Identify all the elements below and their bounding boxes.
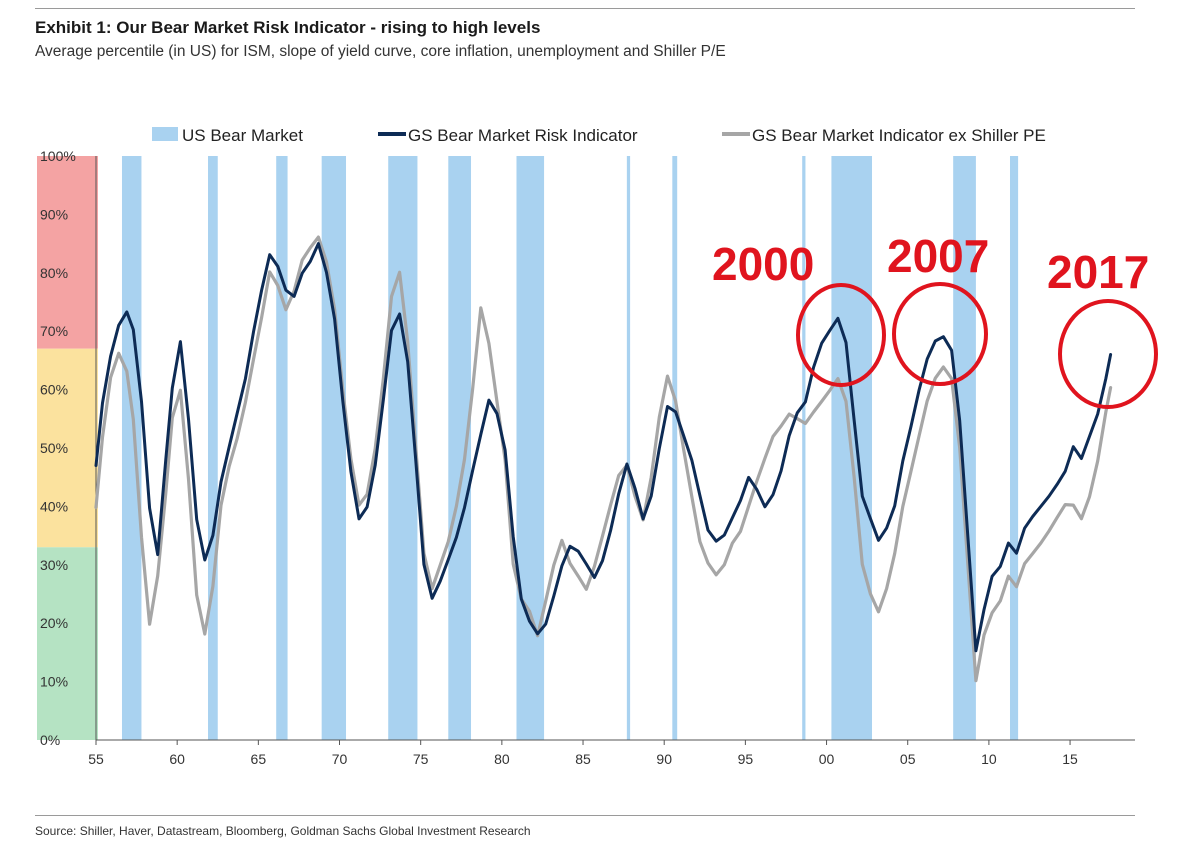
bottom-rule: [35, 815, 1135, 816]
ex-shiller-pe-line: [94, 235, 1113, 683]
y-tick-label: 10%: [40, 674, 68, 690]
annotations: 2000 2007 2017: [712, 230, 1158, 409]
annotation-2007-label: 2007: [887, 230, 989, 282]
y-tick-label: 30%: [40, 557, 68, 573]
bear-market-band-0: [121, 156, 142, 740]
y-tick-label: 40%: [40, 498, 68, 514]
risk-zone-0: [37, 156, 98, 349]
annotation-2017-label: 2017: [1047, 246, 1149, 298]
x-tick-label: 70: [332, 751, 348, 767]
annotation-2000-label: 2000: [712, 238, 814, 290]
y-tick-label: 100%: [40, 148, 76, 164]
x-tick-label: 80: [494, 751, 510, 767]
x-tick-label: 05: [900, 751, 916, 767]
y-tick-label: 50%: [40, 440, 68, 456]
bear-market-band-7: [626, 156, 631, 740]
x-tick-label: 95: [738, 751, 754, 767]
top-rule: [35, 8, 1135, 9]
bear-market-band-9: [802, 156, 806, 740]
bear-market-band-8: [672, 156, 678, 740]
x-tick-label: 85: [575, 751, 591, 767]
chart-subtitle: Average percentile (in US) for ISM, slop…: [35, 43, 726, 60]
chart-title: Exhibit 1: Our Bear Market Risk Indicato…: [35, 18, 541, 37]
bear-market-band-5: [448, 156, 472, 740]
x-tick-label: 65: [251, 751, 267, 767]
x-tick-label: 00: [819, 751, 835, 767]
y-tick-label: 90%: [40, 206, 68, 222]
legend-ex-shiller-pe-label: GS Bear Market Indicator ex Shiller PE: [752, 126, 1046, 145]
source-note: Source: Shiller, Haver, Datastream, Bloo…: [35, 824, 531, 838]
risk-zone-2: [37, 547, 98, 740]
y-tick-label: 80%: [40, 265, 68, 281]
annotation-2007-circle: [892, 282, 988, 386]
y-axis-ticks: 0% 10% 20% 30% 40% 50% 60% 70% 80% 90% 100%: [40, 148, 76, 748]
bear-market-bands: [121, 156, 1019, 740]
x-tick-label: 60: [169, 751, 185, 767]
bear-market-chart: 0% 10% 20% 30% 40% 50% 60% 70% 80% 90% 100% 55 60 65…: [37, 126, 1158, 767]
bear-market-band-2: [276, 156, 288, 740]
x-tick-label: 10: [981, 751, 997, 767]
legend-us-bear-market-swatch: [152, 127, 178, 141]
risk-indicator-line: [94, 242, 1113, 653]
y-tick-label: 0%: [40, 732, 60, 748]
legend-risk-indicator-label: GS Bear Market Risk Indicator: [408, 126, 638, 145]
bear-market-band-4: [388, 156, 418, 740]
legend: US Bear Market GS Bear Market Risk Indica…: [152, 126, 1046, 145]
annotation-2017-circle: [1058, 299, 1158, 409]
legend-us-bear-market-label: US Bear Market: [182, 126, 303, 145]
x-tick-label: 15: [1062, 751, 1078, 767]
bear-market-band-1: [208, 156, 218, 740]
x-tick-label: 90: [656, 751, 672, 767]
risk-zones: [37, 156, 98, 740]
bear-market-band-6: [516, 156, 545, 740]
x-tick-label: 55: [88, 751, 104, 767]
y-tick-label: 60%: [40, 382, 68, 398]
bear-market-band-12: [1009, 156, 1019, 740]
x-axis-ticks: 55 60 65 70 75 80 85 90 95 00 05 10 15: [88, 740, 1078, 767]
bear-market-band-3: [321, 156, 347, 740]
axes: [95, 156, 1135, 741]
y-tick-label: 20%: [40, 615, 68, 631]
x-tick-label: 75: [413, 751, 429, 767]
risk-zone-1: [37, 348, 98, 548]
annotation-2000-circle: [796, 283, 886, 387]
series-lines: [94, 235, 1113, 683]
y-tick-label: 70%: [40, 323, 68, 339]
